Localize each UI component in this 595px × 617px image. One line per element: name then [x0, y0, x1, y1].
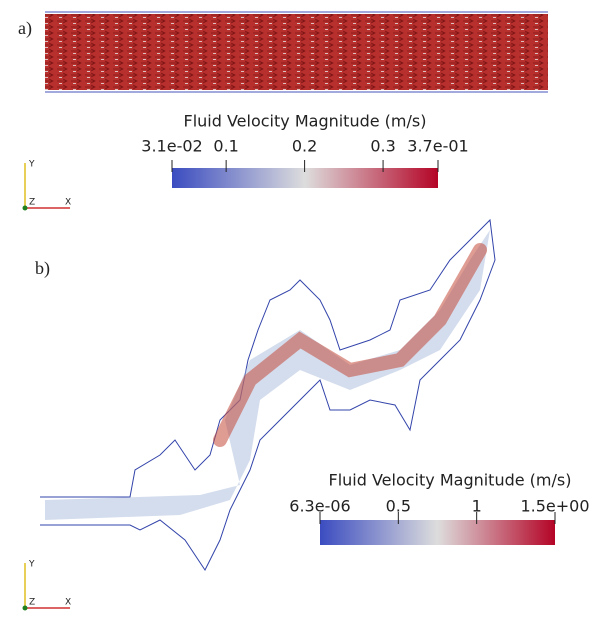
- colorbar-tick-label: 3.1e-02: [141, 137, 202, 156]
- axis-z-label: Z: [29, 198, 35, 208]
- flow-field-a: [45, 11, 548, 93]
- axis-y-label: Y: [28, 160, 35, 170]
- axis-origin: [22, 205, 28, 211]
- colorbar-tick-label: 0.5: [386, 497, 411, 516]
- axis-x-label: X: [65, 598, 71, 608]
- colorbar-tick-label: 0.3: [370, 137, 395, 156]
- flow-field-b: [40, 218, 496, 571]
- colorbar-tick-label: 1.5e+00: [520, 497, 589, 516]
- colorbar-title: Fluid Velocity Magnitude (m/s): [329, 471, 572, 490]
- colorbar-tick-label: 0.1: [213, 137, 238, 156]
- colorbar: [320, 520, 555, 545]
- axis-origin: [22, 605, 28, 611]
- axis-z-label: Z: [29, 598, 35, 608]
- panel-label: b): [35, 258, 50, 279]
- colorbar-tick-label: 0.2: [292, 137, 317, 156]
- colorbar-title: Fluid Velocity Magnitude (m/s): [184, 112, 427, 131]
- colorbar: [172, 168, 438, 188]
- colorbar-tick-label: 6.3e-06: [289, 497, 350, 516]
- axis-x-label: X: [65, 198, 71, 208]
- axis-y-label: Y: [28, 560, 35, 570]
- colorbar-tick-label: 3.7e-01: [407, 137, 468, 156]
- colorbar-tick-label: 1: [472, 497, 482, 516]
- panel-label: a): [18, 18, 32, 39]
